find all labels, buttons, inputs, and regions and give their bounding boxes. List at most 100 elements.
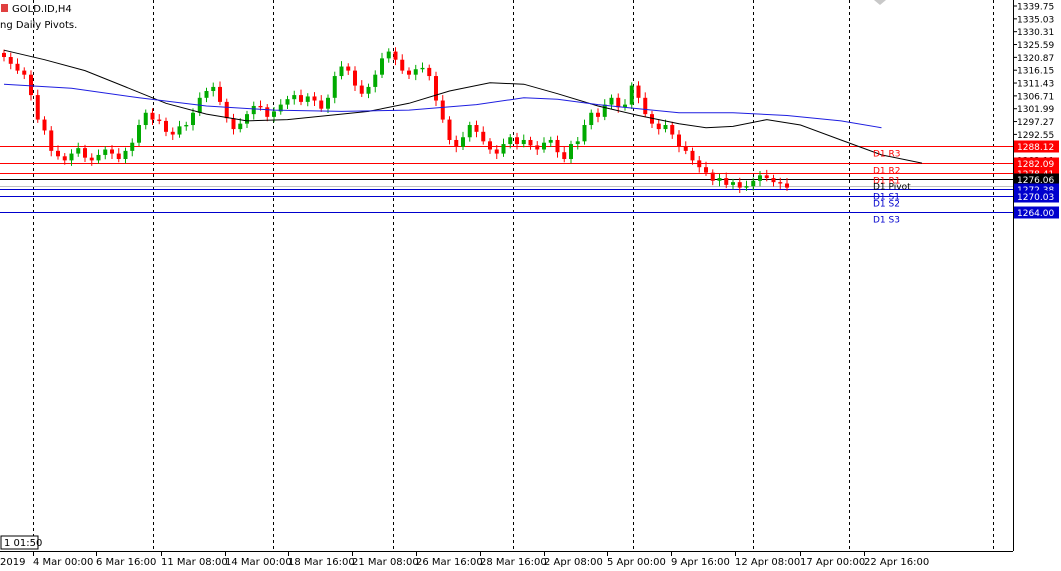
candle-body bbox=[542, 142, 546, 150]
candle-body bbox=[717, 178, 722, 181]
y-tick-label: 1311.43 bbox=[1017, 80, 1054, 90]
candle-body bbox=[326, 97, 330, 109]
candle-body bbox=[393, 51, 398, 60]
moving-average-blue bbox=[3, 83, 882, 129]
x-tick-label: 2 Apr 08:00 bbox=[544, 557, 603, 568]
candle-body bbox=[164, 120, 168, 132]
x-tick-label: 5 Apr 00:00 bbox=[607, 557, 666, 568]
candle-body bbox=[427, 67, 432, 77]
time-box bbox=[0, 535, 39, 550]
candle-body bbox=[339, 66, 344, 77]
candle-body bbox=[731, 182, 735, 185]
y-tick-label: 1325.59 bbox=[1017, 41, 1054, 51]
price-tag bbox=[1014, 140, 1059, 153]
x-tick-label: 17 Apr 00:00 bbox=[800, 557, 865, 568]
candle-body bbox=[170, 131, 175, 135]
candle-body bbox=[764, 175, 769, 179]
candle-body bbox=[521, 139, 526, 145]
y-tick-label: 1339.75 bbox=[1017, 3, 1054, 13]
candle-body bbox=[528, 139, 533, 146]
x-tick-label: 9 Apr 16:00 bbox=[671, 557, 730, 568]
symbol-icon bbox=[1, 4, 8, 12]
x-tick-label: 18 Mar 16:00 bbox=[288, 557, 355, 568]
indicator-label: ng Daily Pivots. bbox=[0, 20, 77, 31]
candle-body bbox=[535, 145, 540, 150]
candle-body bbox=[285, 99, 290, 105]
candle-body bbox=[15, 63, 20, 71]
candle-body bbox=[191, 112, 195, 126]
candle-body bbox=[548, 139, 553, 143]
candle-body bbox=[481, 131, 486, 142]
candle-body bbox=[704, 167, 708, 173]
candle-body bbox=[224, 101, 229, 119]
candle-body bbox=[278, 104, 283, 112]
candle-body bbox=[359, 85, 364, 94]
candle-body bbox=[380, 58, 384, 75]
candle-body bbox=[467, 125, 472, 138]
candle-body bbox=[238, 123, 243, 130]
candle-body bbox=[461, 137, 465, 147]
candle-body bbox=[690, 150, 695, 161]
candle-body bbox=[184, 125, 189, 127]
candle-body bbox=[407, 70, 411, 75]
candle-body bbox=[258, 105, 263, 108]
candle-body bbox=[218, 86, 222, 102]
price-tag-value: 1264.00 bbox=[1017, 209, 1054, 219]
price-tag bbox=[1014, 157, 1059, 170]
candle-body bbox=[312, 96, 317, 101]
x-tick-label: 4 Mar 00:00 bbox=[33, 557, 93, 568]
candle-body bbox=[8, 57, 13, 64]
candle-body bbox=[42, 119, 47, 131]
candle-body bbox=[488, 141, 492, 150]
candle-body bbox=[69, 153, 74, 161]
candle-body bbox=[555, 139, 560, 153]
candle-body bbox=[677, 134, 681, 147]
price-tag-value: 1288.12 bbox=[1017, 143, 1054, 153]
x-tick-label: 12 Apr 08:00 bbox=[735, 557, 800, 568]
candle-body bbox=[670, 125, 675, 135]
x-tick-label: 6 Mar 16:00 bbox=[96, 557, 156, 568]
candle-body bbox=[643, 97, 648, 115]
candle-body bbox=[346, 66, 351, 71]
candle-body bbox=[737, 182, 742, 188]
candle-body bbox=[62, 156, 67, 161]
candle-body bbox=[683, 146, 688, 151]
candle-body bbox=[629, 85, 634, 105]
candle-body bbox=[413, 69, 418, 75]
candle-body bbox=[616, 97, 621, 108]
y-tick-label: 1292.55 bbox=[1017, 131, 1054, 141]
x-tick-label: 28 Mar 16:00 bbox=[480, 557, 547, 568]
candle-body bbox=[494, 149, 499, 154]
pivot-levels bbox=[0, 146, 1013, 213]
candle-body bbox=[596, 112, 600, 117]
chart-shift-icon[interactable] bbox=[874, 0, 886, 5]
candle-body bbox=[89, 157, 94, 161]
price-tags: 1288.121282.091278.411276.061272.381270.… bbox=[1014, 140, 1059, 219]
candle-body bbox=[319, 100, 324, 109]
candle-body bbox=[454, 139, 459, 147]
candle-body bbox=[744, 186, 749, 188]
year-label: 2019 bbox=[0, 557, 25, 568]
candle-body bbox=[663, 125, 668, 130]
candle-body bbox=[299, 95, 303, 102]
candle-body bbox=[440, 100, 445, 120]
candle-body bbox=[150, 112, 155, 120]
candle-body bbox=[83, 148, 87, 158]
candle-body bbox=[724, 178, 729, 185]
candle-body bbox=[602, 104, 607, 117]
time-box-text: 1 01:50 bbox=[4, 538, 42, 549]
candle-body bbox=[447, 119, 452, 140]
candle-body bbox=[785, 183, 789, 188]
pivot-label: D1 S2 bbox=[873, 200, 900, 210]
price-tag bbox=[1014, 190, 1059, 203]
candle-body bbox=[508, 137, 513, 145]
price-tag-value: 1282.09 bbox=[1017, 160, 1054, 170]
candle-body bbox=[636, 85, 641, 98]
candle-body bbox=[710, 172, 715, 181]
candle-body bbox=[697, 160, 702, 168]
candles bbox=[2, 47, 789, 194]
candle-body bbox=[758, 175, 762, 181]
candle-body bbox=[76, 148, 81, 154]
candle-body bbox=[434, 76, 438, 101]
